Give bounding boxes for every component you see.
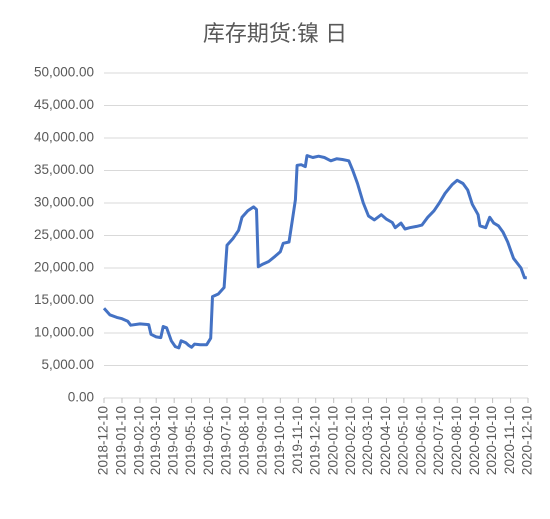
data-line bbox=[102, 154, 527, 350]
y-tick-label: 40,000.00 bbox=[34, 130, 94, 145]
x-tick-label: 2019-09-10 bbox=[254, 406, 269, 475]
x-tick-label: 2019-06-10 bbox=[201, 406, 216, 475]
x-tick-label: 2019-11-10 bbox=[290, 406, 305, 474]
x-tick-label: 2020-07-10 bbox=[431, 406, 446, 475]
x-tick-label: 2019-01-10 bbox=[114, 406, 129, 475]
y-tick-label: 45,000.00 bbox=[34, 97, 94, 112]
x-tick-label: 2020-11-10 bbox=[502, 406, 517, 474]
y-tick-label: 50,000.00 bbox=[34, 65, 94, 80]
x-tick-label: 2019-12-10 bbox=[307, 406, 322, 475]
x-tick-label: 2020-12-10 bbox=[520, 406, 535, 475]
y-tick-label: 0.00 bbox=[68, 390, 94, 405]
y-tick-label: 25,000.00 bbox=[34, 227, 94, 242]
x-tick-label: 2019-10-10 bbox=[272, 406, 287, 475]
x-tick-label: 2020-05-10 bbox=[395, 406, 410, 475]
y-tick-label: 35,000.00 bbox=[34, 162, 94, 177]
chart-title: 库存期货:镍 日 bbox=[203, 21, 347, 46]
x-tick-label: 2020-06-10 bbox=[413, 406, 428, 475]
x-tick-label: 2019-02-10 bbox=[132, 406, 147, 475]
x-tick-label: 2020-09-10 bbox=[467, 406, 482, 475]
x-tick-label: 2020-08-10 bbox=[449, 406, 464, 475]
x-tick-label: 2020-03-10 bbox=[360, 406, 375, 475]
x-tick-label: 2019-08-10 bbox=[237, 406, 252, 475]
x-tick-label: 2019-03-10 bbox=[148, 406, 163, 475]
x-tick-label: 2019-07-10 bbox=[219, 406, 234, 475]
x-tick-label: 2019-04-10 bbox=[166, 406, 181, 475]
y-tick-label: 5,000.00 bbox=[41, 357, 94, 372]
x-tick-label: 2020-10-10 bbox=[484, 406, 499, 475]
y-tick-label: 20,000.00 bbox=[34, 260, 94, 275]
x-tick-label: 2020-02-10 bbox=[343, 406, 358, 475]
x-tick-label: 2018-12-10 bbox=[96, 406, 111, 475]
y-tick-label: 15,000.00 bbox=[34, 292, 94, 307]
y-tick-label: 30,000.00 bbox=[34, 195, 94, 210]
y-tick-label: 10,000.00 bbox=[34, 325, 94, 340]
x-tick-label: 2020-04-10 bbox=[378, 406, 393, 475]
x-tick-label: 2020-01-10 bbox=[325, 406, 340, 475]
x-tick-label: 2019-05-10 bbox=[183, 406, 198, 475]
